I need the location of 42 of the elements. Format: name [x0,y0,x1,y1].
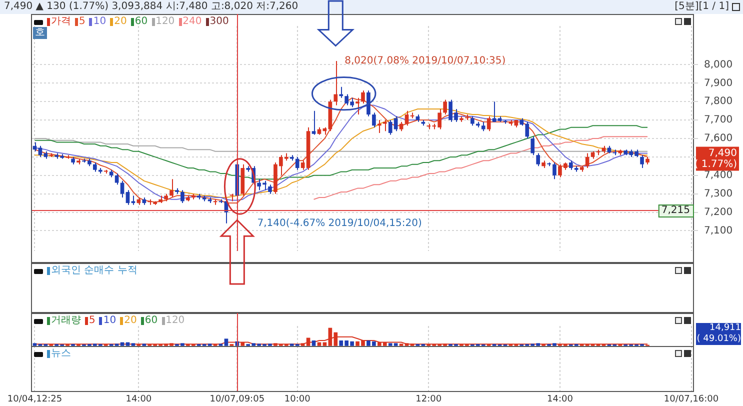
bar [224,338,228,346]
legend-label: 가격 [50,16,71,28]
text: [5분][1 / 1] [674,0,729,14]
legend-label: 300 [208,16,229,28]
legend-label: 20 [113,16,127,28]
chart-title: 7,490 ▲ 130 (1.77%) 3,093,884 시:7,480 고:8,020 저:7,260 [4,0,298,14]
annotation: 8,020(7.08% 2019/10/07,10:35) [344,56,506,67]
y-tick-label: 7,100 [704,225,733,236]
annotation: 7,140(-4.67% 2019/10/04,15:20) [257,218,422,229]
legend-label: 240 [182,16,202,28]
x-tick-label: 10/07,09:05 [210,394,265,405]
legend-label: 5 [78,16,86,28]
legend-label: 20 [123,315,137,327]
x-tick-label: 12:00 [416,394,442,405]
legend-label: 60 [134,16,148,28]
x-tick-label: 14:00 [126,394,152,405]
annotation: 호 [33,27,47,39]
x-tick-label: 10/04,12:25 [7,394,62,405]
y-tick-label: 7,600 [704,133,733,144]
ref-line-label: 7,215 [661,205,690,216]
y-tick-label: 7,800 [704,96,733,108]
text: 14,911 ( 49.01%) [696,323,741,345]
y-tick-label: 7,200 [704,206,733,218]
legend-label: 120 [154,16,175,28]
x-tick-label: 14:00 [546,394,574,405]
legend-label: 120 [164,315,185,327]
bar [131,343,136,346]
bar [312,340,316,346]
y-tick-label: 7,900 [704,78,733,89]
legend-label: 10 [102,315,116,327]
legend-label: 5 [88,315,96,327]
x-tick-label: 10:00 [284,394,311,405]
text: 외국인 순매수 누적 [50,265,138,277]
x-tick-label: 10/07,16:00 [664,394,719,405]
text: 뉴스 [50,348,71,360]
y-tick-label: 8,000 [704,59,733,70]
series-label: 거래량 [50,315,81,327]
y-tick-label: 7,300 [704,188,733,200]
y-tick-label: 7,700 [704,114,733,126]
y-tick-label: 7,400 [704,170,733,181]
legend-label: 60 [144,315,158,327]
legend-label: 10 [92,16,106,28]
